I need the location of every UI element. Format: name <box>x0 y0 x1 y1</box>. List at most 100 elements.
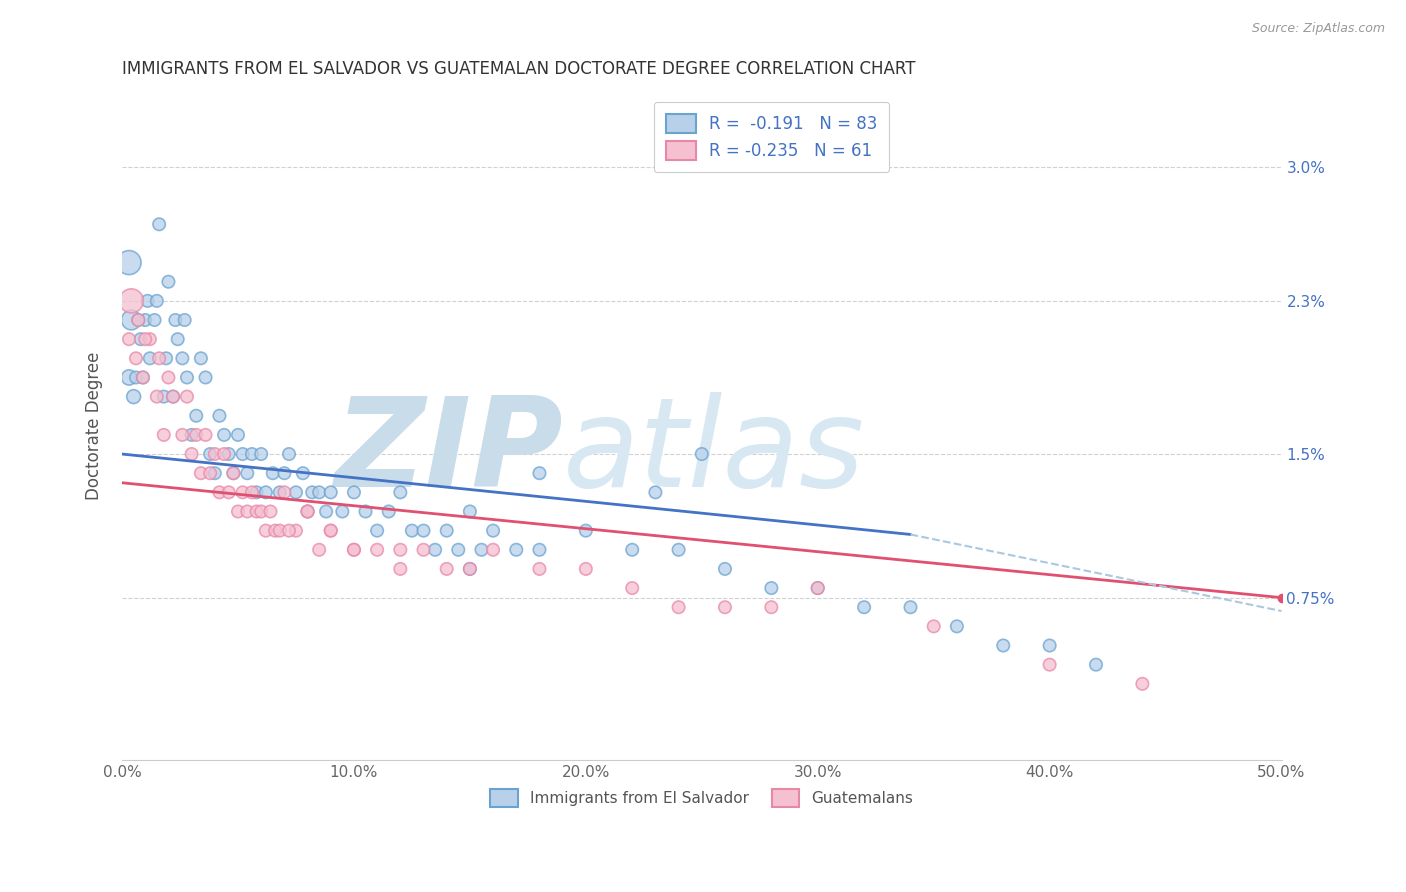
Point <box>208 485 231 500</box>
Point <box>273 485 295 500</box>
Point <box>993 639 1015 653</box>
Point <box>134 313 156 327</box>
Point <box>278 524 301 538</box>
Point <box>1132 677 1154 691</box>
Point <box>180 428 202 442</box>
Point <box>575 524 598 538</box>
Point <box>285 524 308 538</box>
Point <box>308 542 330 557</box>
Point <box>285 485 308 500</box>
Point <box>157 275 180 289</box>
Point <box>319 485 342 500</box>
Point <box>389 562 412 576</box>
Point <box>120 293 142 308</box>
Point <box>125 351 148 366</box>
Point <box>139 332 162 346</box>
Point <box>291 466 314 480</box>
Legend: Immigrants from El Salvador, Guatemalans: Immigrants from El Salvador, Guatemalans <box>484 783 920 813</box>
Point <box>330 504 353 518</box>
Point <box>240 485 263 500</box>
Point <box>922 619 945 633</box>
Point <box>319 524 342 538</box>
Point <box>366 542 388 557</box>
Point <box>172 351 194 366</box>
Point <box>262 466 284 480</box>
Point <box>297 504 319 518</box>
Point <box>212 447 235 461</box>
Point <box>946 619 969 633</box>
Point <box>389 485 412 500</box>
Point <box>176 390 198 404</box>
Point <box>118 332 141 346</box>
Point <box>236 504 259 518</box>
Point <box>157 370 180 384</box>
Point <box>278 447 301 461</box>
Point <box>139 351 162 366</box>
Point <box>226 428 249 442</box>
Point <box>165 313 187 327</box>
Point <box>226 504 249 518</box>
Point <box>134 332 156 346</box>
Point <box>232 485 254 500</box>
Point <box>250 447 273 461</box>
Point <box>807 581 830 595</box>
Point <box>194 370 217 384</box>
Point <box>204 447 226 461</box>
Point <box>482 524 505 538</box>
Point <box>146 390 169 404</box>
Point <box>148 351 170 366</box>
Point <box>127 313 149 327</box>
Point <box>529 542 551 557</box>
Point <box>470 542 492 557</box>
Point <box>343 542 366 557</box>
Point <box>162 390 184 404</box>
Text: atlas: atlas <box>562 392 865 513</box>
Point <box>269 524 291 538</box>
Point <box>245 504 267 518</box>
Point <box>761 600 783 615</box>
Point <box>222 466 245 480</box>
Point <box>136 293 159 308</box>
Point <box>198 466 221 480</box>
Point <box>505 542 527 557</box>
Point <box>1039 657 1062 672</box>
Point <box>644 485 666 500</box>
Point <box>118 370 141 384</box>
Point <box>125 370 148 384</box>
Point <box>458 504 481 518</box>
Point <box>273 466 295 480</box>
Point <box>166 332 188 346</box>
Point <box>146 293 169 308</box>
Point <box>194 428 217 442</box>
Point <box>853 600 876 615</box>
Point <box>412 542 434 557</box>
Point <box>900 600 922 615</box>
Point <box>529 562 551 576</box>
Point <box>129 332 152 346</box>
Point <box>315 504 337 518</box>
Point <box>232 447 254 461</box>
Point <box>319 524 342 538</box>
Point <box>621 542 644 557</box>
Point <box>236 466 259 480</box>
Y-axis label: Doctorate Degree: Doctorate Degree <box>86 351 103 500</box>
Point <box>621 581 644 595</box>
Point <box>308 485 330 500</box>
Point <box>132 370 155 384</box>
Point <box>447 542 470 557</box>
Text: IMMIGRANTS FROM EL SALVADOR VS GUATEMALAN DOCTORATE DEGREE CORRELATION CHART: IMMIGRANTS FROM EL SALVADOR VS GUATEMALA… <box>122 60 915 78</box>
Point <box>152 428 174 442</box>
Text: Source: ZipAtlas.com: Source: ZipAtlas.com <box>1251 22 1385 36</box>
Point <box>132 370 155 384</box>
Text: ZIP: ZIP <box>333 392 562 513</box>
Point <box>529 466 551 480</box>
Point <box>172 428 194 442</box>
Point <box>120 313 142 327</box>
Point <box>297 504 319 518</box>
Point <box>198 447 221 461</box>
Point <box>186 428 208 442</box>
Point <box>690 447 713 461</box>
Point <box>264 524 287 538</box>
Point <box>354 504 377 518</box>
Point <box>186 409 208 423</box>
